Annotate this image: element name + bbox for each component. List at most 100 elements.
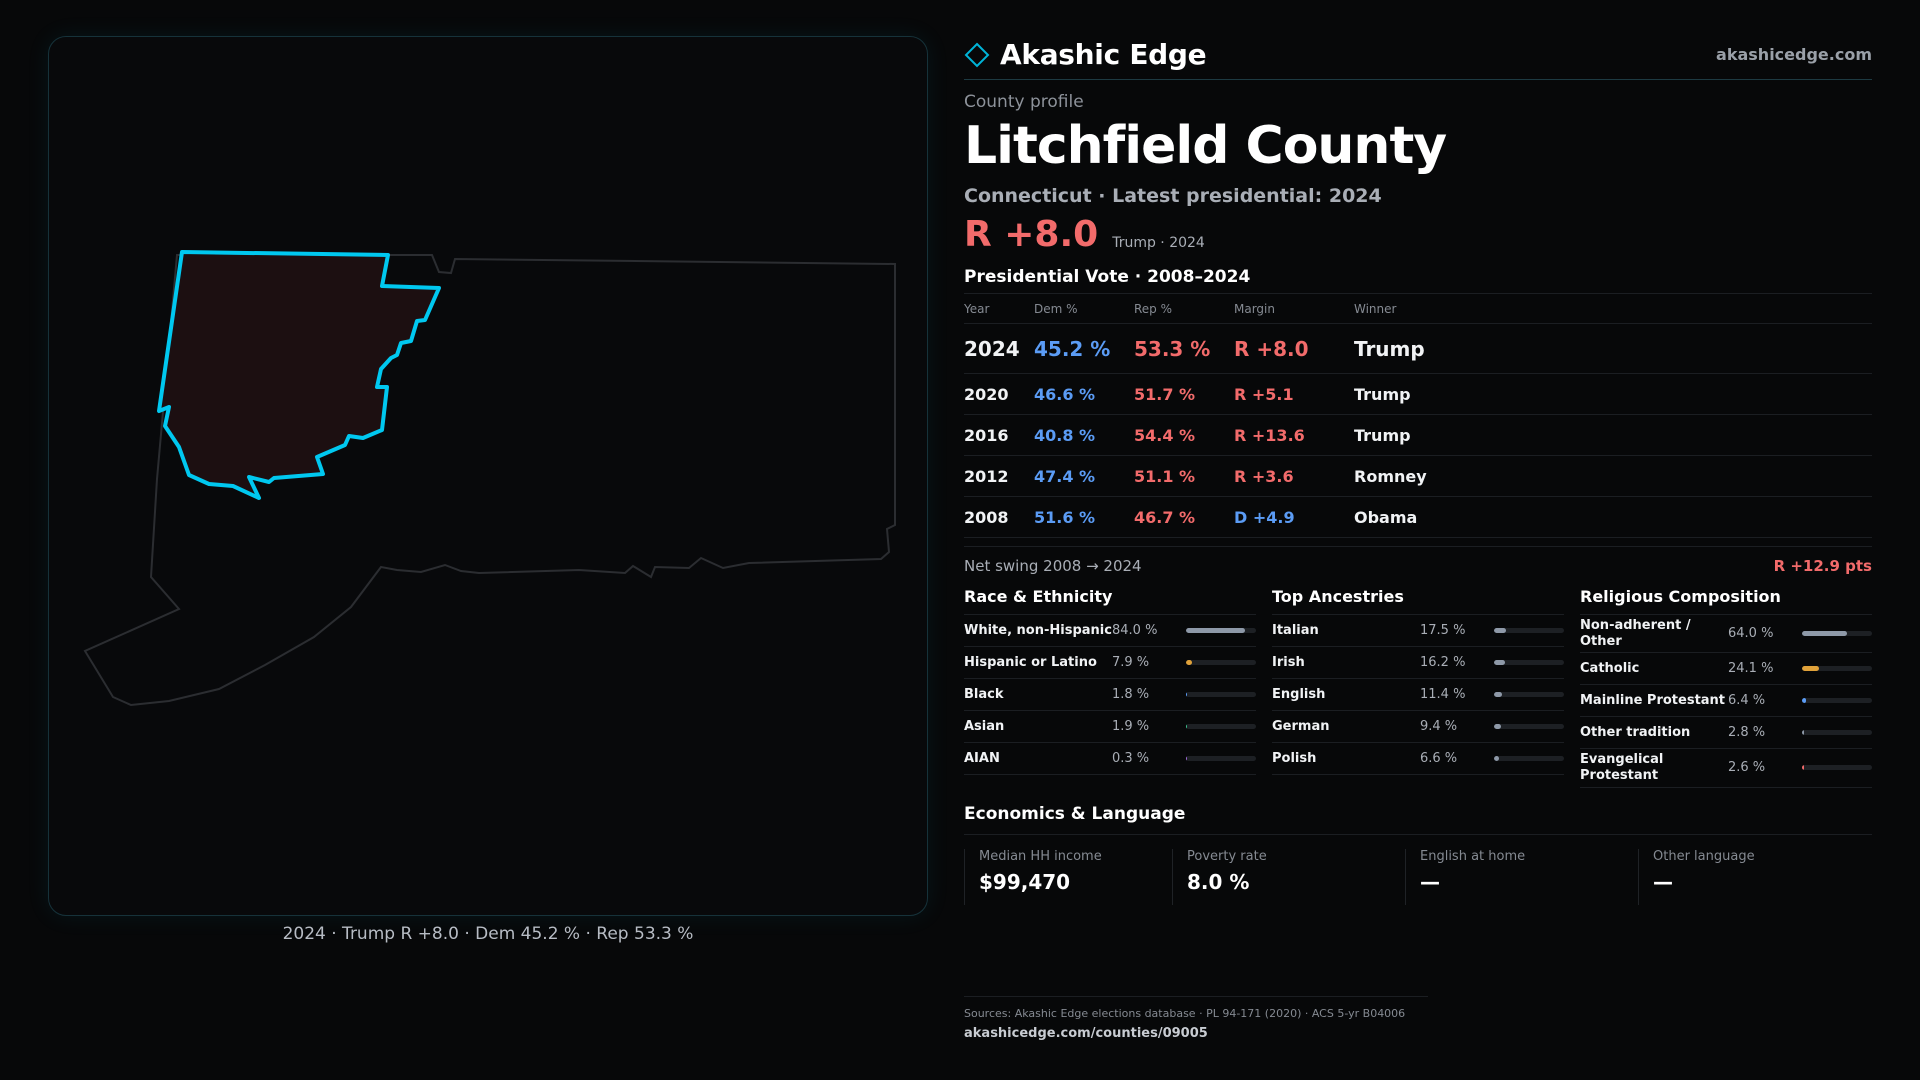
row-margin: R +3.6	[1234, 455, 1354, 498]
item-bar	[1802, 730, 1872, 736]
item-name: German	[1272, 718, 1330, 734]
row-margin: R +5.1	[1234, 373, 1354, 416]
item-bar-fill	[1802, 698, 1807, 704]
list-item: Black 1.8 %	[964, 679, 1256, 712]
brand-url[interactable]: akashicedge.com	[1716, 45, 1872, 64]
list-item: Italian 17.5 %	[1272, 615, 1564, 648]
item-value: 17.5 %	[1420, 623, 1466, 639]
col-margin: Margin	[1234, 293, 1354, 325]
item-bar-fill	[1186, 660, 1192, 666]
econ-other-language: Other language —	[1638, 848, 1871, 905]
item-name: Evangelical Protestant	[1580, 752, 1664, 783]
demographics: Race & Ethnicity White, non-Hispanic 84.…	[964, 587, 1872, 788]
swing-value: R +12.9 pts	[1773, 557, 1872, 576]
item-name: Mainline Protestant	[1580, 693, 1726, 709]
row-dem: 46.6 %	[1034, 373, 1134, 416]
table-row: 2024 45.2 % 53.3 % R +8.0 Trump	[964, 323, 1872, 375]
item-name: Black	[964, 686, 1004, 702]
row-dem: 47.4 %	[1034, 455, 1134, 498]
row-winner: Romney	[1354, 455, 1872, 498]
econ-value: $99,470	[979, 869, 1071, 894]
row-rep: 51.7 %	[1134, 373, 1234, 416]
brand-bar: Akashic Edge akashicedge.com	[964, 30, 1872, 80]
map-panel	[48, 36, 928, 916]
item-bar-fill	[1186, 692, 1188, 698]
row-rep: 54.4 %	[1134, 414, 1234, 457]
eyebrow: County profile	[964, 92, 1084, 112]
list-item: Mainline Protestant 6.4 %	[1580, 685, 1872, 718]
list-item: Asian 1.9 %	[964, 711, 1256, 744]
item-bar-fill	[1186, 724, 1188, 730]
page-subtitle: Connecticut · Latest presidential: 2024	[964, 185, 1382, 208]
sources-link[interactable]: akashicedge.com/counties/09005	[964, 1026, 1208, 1041]
item-name: Catholic	[1580, 661, 1640, 677]
brand[interactable]: Akashic Edge	[964, 38, 1207, 71]
item-value: 1.9 %	[1112, 719, 1150, 735]
item-bar	[1186, 724, 1256, 730]
item-bar-fill	[1186, 756, 1188, 762]
item-value: 7.9 %	[1112, 655, 1150, 671]
item-bar-fill	[1494, 628, 1507, 634]
row-year: 2024	[964, 323, 1034, 375]
econ-value: —	[1420, 869, 1440, 894]
map-caption: 2024 · Trump R +8.0 · Dem 45.2 % · Rep 5…	[282, 924, 694, 944]
econ-label: English at home	[1420, 848, 1526, 864]
item-bar	[1802, 666, 1872, 672]
sources-text: Sources: Akashic Edge elections database…	[964, 1007, 1406, 1020]
item-bar-fill	[1494, 660, 1506, 666]
item-bar-fill	[1186, 628, 1245, 634]
item-name: English	[1272, 686, 1326, 702]
row-dem: 40.8 %	[1034, 414, 1134, 457]
col-winner: Winner	[1354, 293, 1872, 325]
row-year: 2016	[964, 414, 1034, 457]
item-bar	[1494, 660, 1564, 666]
item-name: Italian	[1272, 622, 1319, 638]
item-value: 6.4 %	[1728, 693, 1766, 709]
list-item: Irish 16.2 %	[1272, 647, 1564, 680]
item-bar-fill	[1802, 666, 1819, 672]
row-margin: R +8.0	[1234, 323, 1354, 375]
econ-label: Poverty rate	[1187, 848, 1267, 864]
item-name: White, non-Hispanic	[964, 622, 1112, 638]
state-outline	[83, 254, 896, 707]
item-value: 24.1 %	[1728, 661, 1774, 677]
item-value: 64.0 %	[1728, 626, 1774, 642]
item-value: 84.0 %	[1112, 623, 1158, 639]
economics-row: Median HH income $99,470 Poverty rate 8.…	[964, 848, 1872, 905]
row-dem: 51.6 %	[1034, 496, 1134, 539]
list-item: Catholic 24.1 %	[1580, 653, 1872, 686]
item-value: 9.4 %	[1420, 719, 1458, 735]
row-margin: D +4.9	[1234, 496, 1354, 539]
row-rep: 53.3 %	[1134, 323, 1234, 375]
item-value: 16.2 %	[1420, 655, 1466, 671]
item-bar	[1494, 756, 1564, 762]
list-item: Other tradition 2.8 %	[1580, 717, 1872, 750]
table-row: 2016 40.8 % 54.4 % R +13.6 Trump	[964, 414, 1872, 457]
item-name: Asian	[964, 718, 1005, 734]
diamond-logo-icon	[964, 42, 990, 67]
item-bar	[1802, 698, 1872, 704]
item-bar-fill	[1802, 631, 1847, 637]
econ-label: Other language	[1653, 848, 1755, 864]
item-value: 2.6 %	[1728, 760, 1766, 776]
row-rep: 46.7 %	[1134, 496, 1234, 539]
econ-english-at-home: English at home —	[1405, 848, 1638, 905]
county-highlight[interactable]	[157, 250, 441, 500]
col-year: Year	[964, 293, 1034, 325]
panel-title: Top Ancestries	[1272, 587, 1564, 616]
list-item: Polish 6.6 %	[1272, 743, 1564, 776]
row-year: 2012	[964, 455, 1034, 498]
list-item: White, non-Hispanic 84.0 %	[964, 615, 1256, 648]
item-bar-fill	[1494, 724, 1501, 730]
ancestries-panel: Top Ancestries Italian 17.5 % Irish 16.2…	[1272, 587, 1564, 787]
item-value: 0.3 %	[1112, 751, 1150, 767]
profile-panel: Akashic Edge akashicedge.com County prof…	[964, 30, 1872, 905]
col-rep: Rep %	[1134, 293, 1234, 325]
panel-title: Race & Ethnicity	[964, 587, 1256, 616]
list-item: Non-adherent / Other 64.0 %	[1580, 615, 1872, 654]
row-dem: 45.2 %	[1034, 323, 1134, 375]
econ-poverty-rate: Poverty rate 8.0 %	[1172, 848, 1405, 905]
econ-value: —	[1653, 869, 1673, 894]
list-item: German 9.4 %	[1272, 711, 1564, 744]
row-rep: 51.1 %	[1134, 455, 1234, 498]
